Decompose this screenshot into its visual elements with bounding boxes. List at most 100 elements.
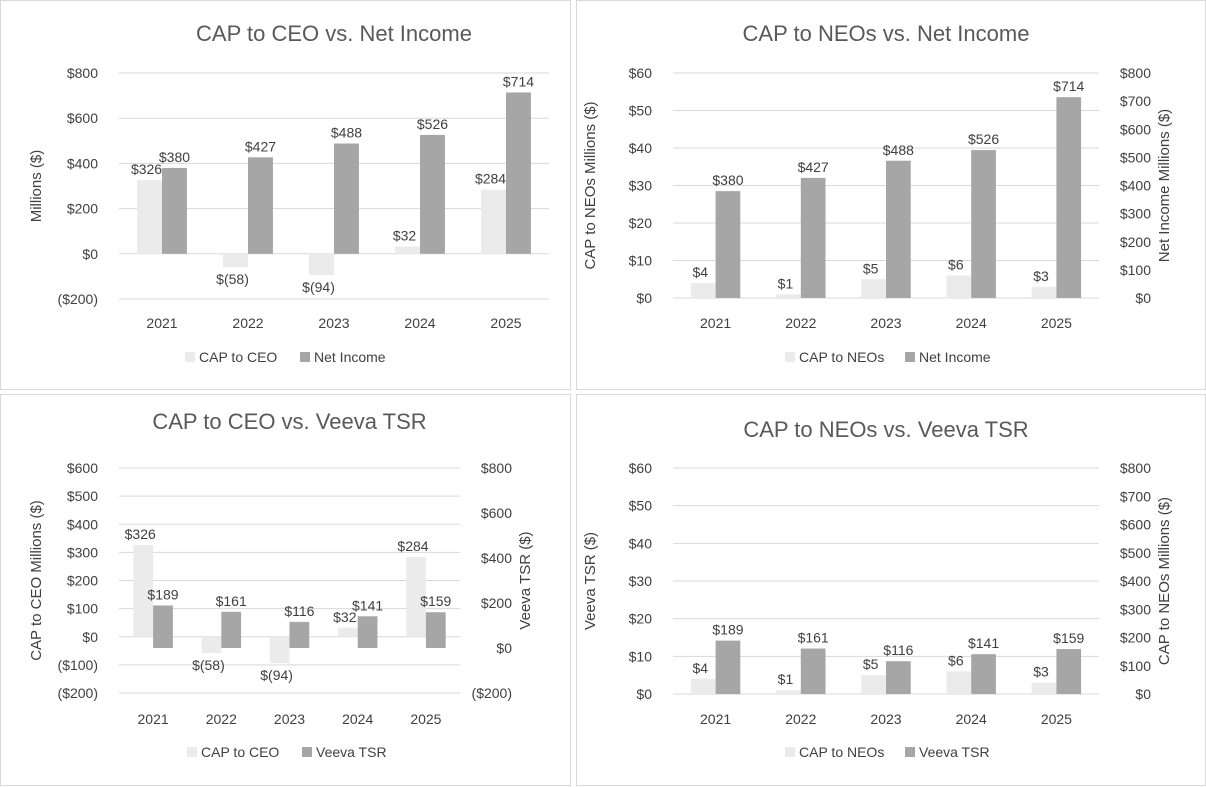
bar-veeva-tsr [886, 661, 911, 694]
bar-cap-to-ceo [133, 545, 154, 637]
legend-swatch [785, 747, 795, 757]
x-tick-label: 2025 [1041, 711, 1072, 727]
y2-axis-title: Veeva TSR ($) [517, 531, 534, 629]
legend-swatch [785, 352, 795, 362]
data-label: $714 [1053, 78, 1084, 94]
x-tick-label: 2022 [232, 315, 263, 331]
data-label: $32 [333, 609, 357, 625]
y2-tick-label: $400 [1120, 573, 1151, 589]
y-tick-label: $500 [67, 488, 98, 504]
y2-tick-label: $200 [1120, 630, 1151, 646]
legend-label: Veeva TSR [316, 744, 387, 760]
y-tick-label: $600 [67, 110, 98, 126]
legend-swatch [185, 352, 195, 362]
y-tick-label: ($200) [58, 685, 98, 701]
bar-cap-to-neos [776, 294, 801, 298]
bar-cap-to-neos [946, 671, 972, 694]
data-label: $3 [1033, 268, 1049, 284]
bar-veeva-tsr [715, 640, 741, 694]
bar-veeva-tsr [221, 611, 242, 648]
bar-veeva-tsr [425, 612, 446, 648]
bar-net-income [248, 157, 273, 254]
data-label: $5 [863, 260, 879, 276]
data-label: $141 [352, 597, 383, 613]
chart-panel-cap-neos-net-income: CAP to NEOs vs. Net Income $0 $10 $20 $30 $40… [576, 0, 1206, 390]
y-tick-label: $60 [629, 65, 653, 81]
y-tick-label: $400 [67, 516, 98, 532]
data-label: $284 [475, 171, 506, 187]
y-axis-title: CAP to NEOs Millions ($) [582, 101, 599, 269]
chart-title: CAP to NEOs vs. Net Income [743, 21, 1030, 46]
y-tick-label: $40 [629, 535, 653, 551]
chart-title: CAP to CEO vs. Net Income [196, 21, 472, 46]
y2-tick-label: $0 [1135, 290, 1151, 306]
bar-cap-to-ceo [406, 556, 426, 637]
x-tick-label: 2023 [870, 711, 901, 727]
y-tick-label: $10 [629, 253, 653, 269]
y2-tick-label: $400 [1120, 178, 1151, 194]
bar-cap-to-ceo [137, 180, 162, 254]
data-label: $189 [712, 622, 743, 638]
data-label: $380 [712, 172, 743, 188]
bar-veeva-tsr [289, 621, 310, 648]
chart-svg: CAP to CEO vs. Net Income ($200) $0 $200 $40… [28, 21, 549, 365]
y-axis-title: CAP to CEO Millions ($) [28, 500, 45, 661]
x-tick-label: 2021 [146, 315, 177, 331]
bar-net-income [971, 150, 996, 298]
bar-net-income [886, 160, 911, 298]
x-tick-label: 2021 [138, 711, 169, 727]
y-tick-label: $60 [629, 460, 653, 476]
y-tick-label: $20 [629, 215, 653, 231]
y2-tick-label: $200 [481, 595, 512, 611]
y2-tick-label: $600 [481, 505, 512, 521]
bar-veeva-tsr [153, 605, 173, 648]
y-tick-label: $50 [629, 498, 653, 514]
data-label: $(58) [192, 657, 225, 673]
y-tick-label: ($200) [58, 291, 98, 307]
data-label: $326 [131, 161, 162, 177]
bar-net-income [715, 191, 741, 298]
bar-cap-to-neos [861, 675, 886, 694]
y2-tick-label: $100 [1120, 262, 1151, 278]
chart-title: CAP to NEOs vs. Veeva TSR [743, 417, 1028, 442]
chart-svg: CAP to NEOs vs. Net Income $0 $10 $20 $30 $40… [582, 21, 1173, 365]
data-label: $(58) [216, 271, 249, 287]
y2-tick-label: $300 [1120, 601, 1151, 617]
y-axis-title: Veeva TSR ($) [582, 532, 599, 630]
legend-label: CAP to NEOs [799, 744, 884, 760]
y2-tick-label: $800 [481, 460, 512, 476]
legend-swatch [905, 352, 915, 362]
data-label: $427 [245, 138, 276, 154]
x-tick-label: 2022 [206, 711, 237, 727]
bar-cap-to-neos [1031, 286, 1057, 298]
bar-cap-to-neos [946, 275, 972, 298]
data-label: $(94) [302, 279, 335, 295]
y-tick-label: $0 [636, 686, 652, 702]
data-label: $6 [948, 652, 964, 668]
bar-net-income [334, 143, 359, 254]
y-tick-label: $0 [82, 629, 98, 645]
data-label: $526 [968, 131, 999, 147]
data-label: $159 [420, 593, 451, 609]
bar-cap-to-neos [861, 279, 886, 298]
bar-cap-to-neos [1031, 682, 1057, 694]
bar-net-income [420, 134, 445, 254]
y-axis-title: Millions ($) [28, 150, 45, 223]
y-tick-label: $10 [629, 648, 653, 664]
y-tick-label: $40 [629, 140, 653, 156]
chart-svg: CAP to NEOs vs. Veeva TSR $0 $10 $20 $30 $40 $… [582, 417, 1173, 760]
bar-cap-to-neos [690, 283, 716, 298]
y2-axis-title: Net Income Millions ($) [1156, 109, 1173, 262]
y-tick-label: $100 [67, 601, 98, 617]
bar-cap-to-ceo [223, 253, 248, 267]
y-tick-label: $0 [82, 246, 98, 262]
chart-panel-cap-ceo-net-income: CAP to CEO vs. Net Income ($200) $0 $200 $40… [0, 0, 571, 390]
data-label: $141 [968, 635, 999, 651]
data-label: $159 [1053, 630, 1084, 646]
y-tick-label: $200 [67, 201, 98, 217]
data-label: $4 [692, 660, 708, 676]
y2-tick-label: $600 [1120, 517, 1151, 533]
x-tick-label: 2022 [785, 315, 816, 331]
y-tick-label: ($100) [58, 657, 98, 673]
data-label: $4 [692, 264, 708, 280]
